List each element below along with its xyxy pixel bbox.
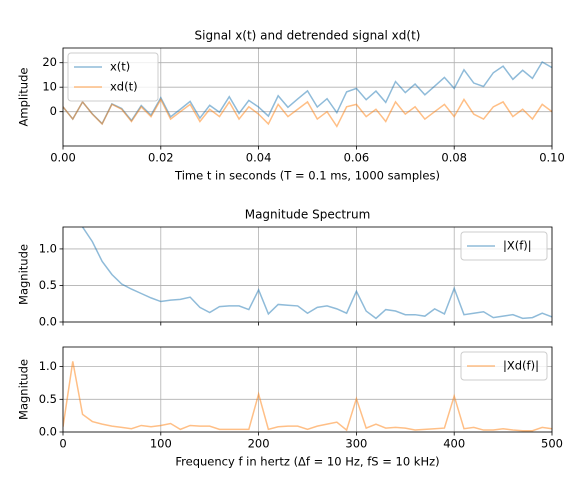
series-line xyxy=(63,361,552,432)
subplot: 0.00 0.02 0.04 0.06 0.08 0.10 0 10 20 Signal x(t)… xyxy=(17,29,565,183)
subplot: 0 100 200 300 400 500 0.0 0.5 1.0 Frequency f in … xyxy=(17,346,563,469)
y-tick-label: 0.5 xyxy=(39,392,57,406)
x-tick-label: 0.04 xyxy=(246,151,272,165)
y-axis-label: Amplitude xyxy=(17,68,31,127)
chart-title: Magnitude Spectrum xyxy=(245,208,371,222)
y-tick-label: 10 xyxy=(42,80,57,94)
x-tick-label: 0.10 xyxy=(539,151,565,165)
x-tick-label: 0.02 xyxy=(148,151,174,165)
y-tick-label: 0.5 xyxy=(39,278,57,292)
axes-frame xyxy=(62,226,553,323)
legend-box xyxy=(460,351,548,381)
axes-frame xyxy=(62,346,553,433)
legend-label: x(t) xyxy=(110,60,130,74)
y-tick-label: 1.0 xyxy=(39,359,57,373)
series-line xyxy=(63,97,552,128)
legend-label: xd(t) xyxy=(110,80,138,94)
y-tick-label: 0.0 xyxy=(39,425,57,439)
y-axis-label: Magnitude xyxy=(17,359,31,420)
legend-label: |X(f)| xyxy=(503,239,532,253)
y-tick-label: 20 xyxy=(42,55,57,69)
series-line xyxy=(81,227,552,320)
y-tick-label: 0 xyxy=(50,104,57,118)
legend: |Xd(f)| xyxy=(460,351,548,381)
x-tick-label: 0 xyxy=(59,437,66,451)
x-tick-label: 300 xyxy=(345,437,367,451)
x-axis-label: Frequency f in hertz (Δf = 10 Hz, fS = 1… xyxy=(175,455,439,469)
series-line xyxy=(63,60,552,125)
x-tick-label: 500 xyxy=(541,437,563,451)
x-tick-label: 0.06 xyxy=(344,151,370,165)
axes-frame xyxy=(62,47,553,147)
x-tick-label: 200 xyxy=(248,437,270,451)
x-axis-label: Time t in seconds (T = 0.1 ms, 1000 samp… xyxy=(174,169,440,183)
legend-box xyxy=(67,52,159,102)
y-tick-label: 1.0 xyxy=(39,241,57,255)
legend: x(t) xd(t) xyxy=(67,52,159,102)
x-tick-label: 0.08 xyxy=(441,151,467,165)
x-tick-label: 100 xyxy=(150,437,172,451)
y-tick-label: 0.0 xyxy=(39,315,57,329)
y-axis-label: Magnitude xyxy=(17,244,31,305)
chart-title: Signal x(t) and detrended signal xd(t) xyxy=(195,29,421,43)
x-tick-label: 400 xyxy=(443,437,465,451)
x-tick-label: 0.00 xyxy=(50,151,76,165)
subplot: 0.0 0.5 1.0 Magnitude Spectrum Magnitude |X(f… xyxy=(17,208,553,329)
legend: |X(f)| xyxy=(460,231,548,261)
legend-label: |Xd(f)| xyxy=(503,359,539,373)
legend-box xyxy=(460,231,548,261)
